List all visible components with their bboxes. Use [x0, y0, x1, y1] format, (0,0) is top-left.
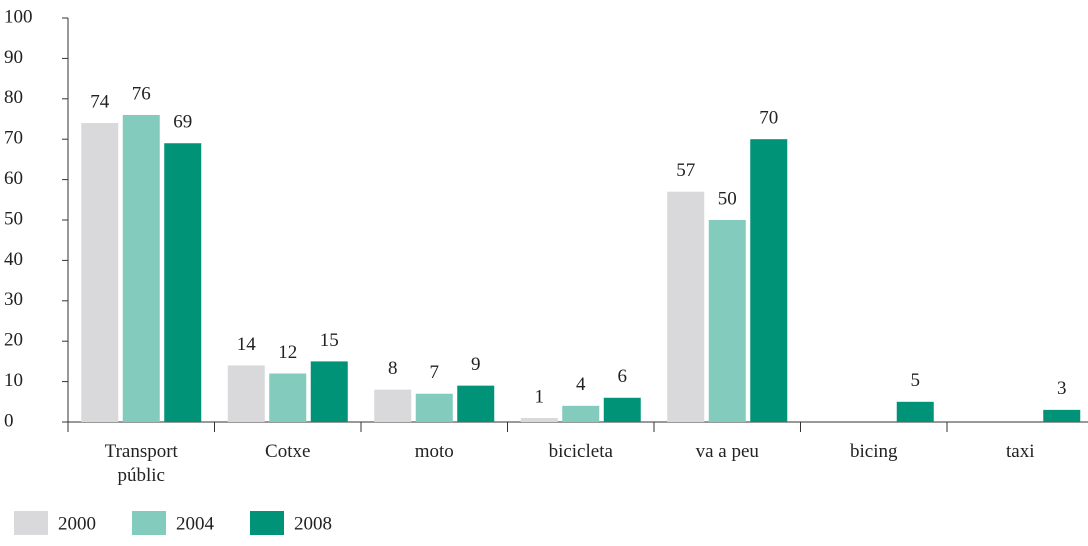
value-label: 6 [618, 366, 628, 387]
bar [269, 373, 307, 422]
value-label: 5 [911, 370, 921, 391]
legend-swatch [250, 511, 284, 535]
y-tick-label: 80 [4, 87, 23, 108]
bar [708, 220, 746, 422]
y-tick-label: 90 [4, 47, 23, 68]
bar [457, 385, 495, 422]
value-label: 3 [1057, 378, 1067, 399]
x-tick-label: bicing [850, 441, 898, 462]
value-label: 4 [576, 374, 586, 395]
x-tick-label: bicicleta [548, 441, 613, 462]
value-label: 1 [535, 386, 545, 407]
legend-swatch [14, 511, 48, 535]
bar [603, 397, 641, 422]
bar [122, 114, 160, 423]
value-label: 8 [388, 358, 398, 379]
bar [227, 365, 265, 422]
bar [1043, 409, 1081, 422]
bar [896, 401, 934, 422]
bar [374, 389, 412, 422]
value-label: 76 [132, 83, 151, 104]
y-tick-label: 10 [4, 370, 23, 391]
value-label: 70 [759, 108, 778, 129]
bar [520, 417, 558, 422]
x-tick-label: taxi [1006, 441, 1035, 462]
value-label: 15 [320, 330, 339, 351]
legend-swatch [132, 511, 166, 535]
value-label: 57 [676, 160, 695, 181]
bar [562, 405, 600, 422]
value-label: 69 [173, 112, 192, 133]
x-tick-label: va a peu [695, 441, 759, 462]
bar [750, 139, 788, 422]
y-tick-label: 100 [4, 6, 33, 27]
y-tick-label: 40 [4, 249, 23, 270]
bar [310, 361, 348, 422]
y-tick-label: 30 [4, 289, 23, 310]
legend-label: 2000 [58, 513, 96, 534]
y-tick-label: 50 [4, 208, 23, 229]
x-tick-label: moto [414, 441, 454, 462]
bar [164, 143, 202, 423]
y-tick-label: 70 [4, 128, 23, 149]
bar [667, 191, 705, 422]
legend-label: 2008 [294, 513, 332, 534]
bar [81, 123, 119, 422]
bar [415, 393, 453, 422]
x-tick-label: Cotxe [265, 441, 311, 462]
x-tick-label: Transport públic [104, 441, 178, 486]
value-label: 12 [278, 342, 297, 363]
value-label: 9 [471, 354, 481, 375]
value-label: 74 [90, 91, 110, 112]
y-tick-label: 60 [4, 168, 23, 189]
y-tick-label: 0 [4, 410, 14, 431]
value-label: 50 [718, 188, 737, 209]
y-tick-label: 20 [4, 330, 23, 351]
legend-label: 2004 [176, 513, 215, 534]
value-label: 14 [237, 334, 257, 355]
value-label: 7 [430, 362, 440, 383]
